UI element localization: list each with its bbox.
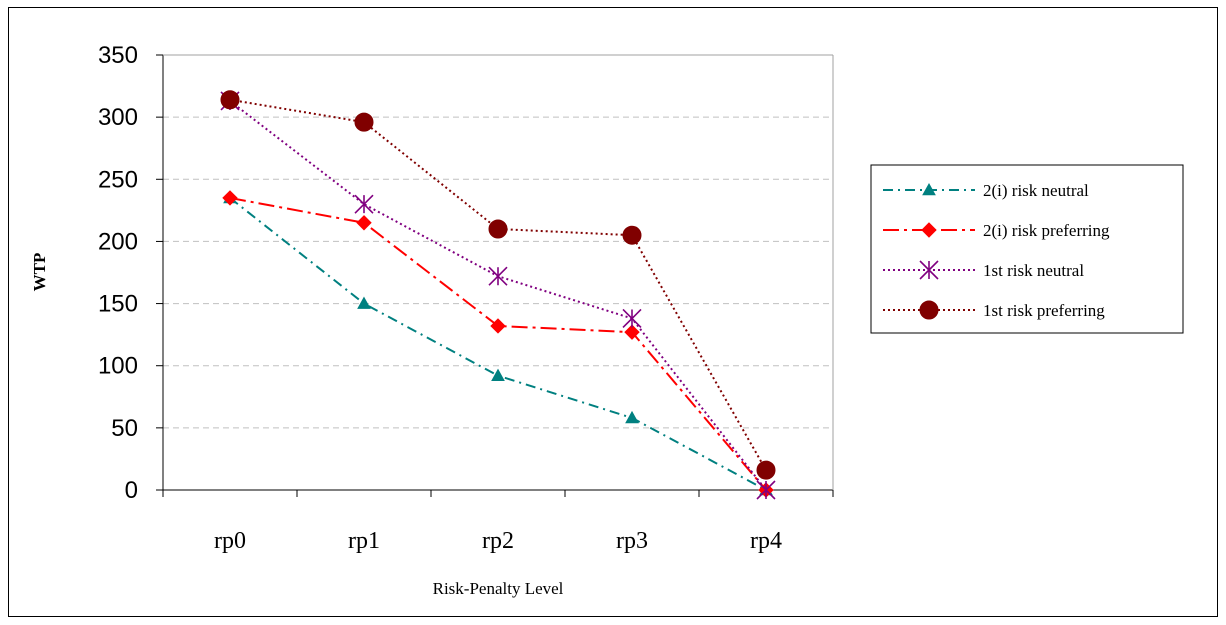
data-point-star bbox=[488, 266, 508, 286]
data-point-diamond bbox=[490, 318, 506, 334]
legend-item: 2(i) risk neutral bbox=[883, 181, 1089, 200]
series-3 bbox=[220, 91, 776, 500]
y-tick-label: 0 bbox=[125, 477, 138, 504]
legend-label: 1st risk neutral bbox=[983, 261, 1084, 280]
data-point-circle bbox=[488, 219, 508, 239]
x-axis-title: Risk-Penalty Level bbox=[433, 579, 564, 598]
x-tick-labels: rp0 rp1 rp2 rp3 rp4 bbox=[162, 490, 834, 554]
legend-label: 2(i) risk preferring bbox=[983, 221, 1110, 240]
series-line bbox=[229, 100, 767, 491]
series-line bbox=[229, 98, 767, 471]
legend-label: 1st risk preferring bbox=[983, 301, 1105, 320]
data-point-circle bbox=[756, 460, 776, 480]
y-tick-label: 250 bbox=[98, 166, 138, 193]
data-point-diamond bbox=[222, 190, 238, 206]
data-point-triangle bbox=[625, 410, 639, 424]
legend-marker-circle bbox=[919, 300, 939, 320]
y-tick-label: 100 bbox=[98, 353, 138, 380]
legend-label: 2(i) risk neutral bbox=[983, 181, 1089, 200]
legend-marker-triangle bbox=[922, 182, 936, 196]
data-point-diamond bbox=[356, 215, 372, 231]
y-tick-label: 350 bbox=[98, 42, 138, 69]
legend: 2(i) risk neutral 2(i) risk preferring 1st… bbox=[870, 164, 1184, 334]
x-tick-label: rp1 bbox=[348, 528, 380, 554]
gridlines bbox=[163, 116, 833, 429]
y-tick-label: 300 bbox=[98, 104, 138, 131]
data-point-circle bbox=[622, 225, 642, 245]
legend-item: 1st risk preferring bbox=[883, 300, 1105, 320]
series-4 bbox=[220, 90, 776, 480]
series-line bbox=[229, 197, 767, 491]
data-point-star bbox=[622, 308, 642, 329]
y-tick-label: 150 bbox=[98, 291, 138, 318]
data-point-triangle bbox=[357, 296, 371, 309]
x-tick-label: rp3 bbox=[616, 528, 648, 554]
data-point-diamond bbox=[624, 324, 640, 340]
data-point-star bbox=[756, 480, 776, 500]
y-axis-title: WTP bbox=[30, 253, 49, 292]
y-tick-label: 50 bbox=[111, 415, 138, 442]
data-point-triangle bbox=[491, 368, 505, 381]
y-tick-label: 200 bbox=[98, 228, 138, 255]
legend-marker-diamond bbox=[921, 222, 937, 238]
data-point-star bbox=[354, 194, 374, 214]
x-tick-label: rp0 bbox=[214, 528, 246, 554]
series bbox=[220, 90, 776, 500]
legend-marker-star bbox=[919, 260, 939, 280]
data-point-circle bbox=[354, 112, 374, 132]
data-point-circle bbox=[220, 90, 240, 110]
legend-item: 2(i) risk preferring bbox=[883, 221, 1110, 240]
y-tick-labels: 0 50 100 150 200 250 300 350 bbox=[98, 42, 163, 504]
legend-item: 1st risk neutral bbox=[883, 260, 1084, 280]
x-tick-label: rp4 bbox=[750, 528, 782, 554]
axes bbox=[162, 54, 834, 491]
x-tick-label: rp2 bbox=[482, 528, 514, 554]
